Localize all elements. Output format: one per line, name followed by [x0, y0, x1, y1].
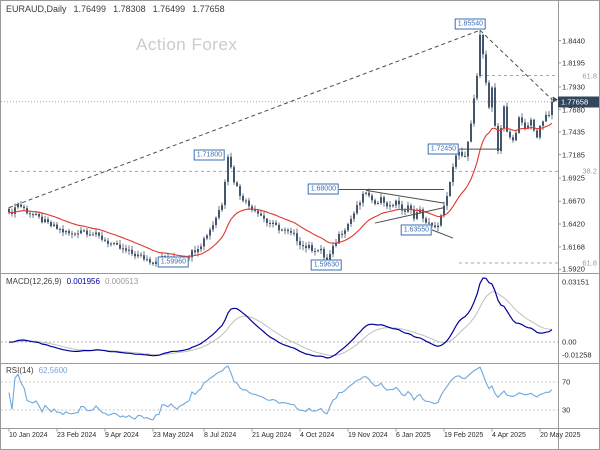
rsi-label: RSI(14) — [6, 366, 34, 375]
descending-trendline — [479, 29, 553, 100]
wedge-lower-line — [374, 207, 445, 224]
date-axis-label: 8 Jul 2024 — [204, 432, 237, 439]
axis-ticks — [8, 40, 561, 432]
fib-level-label: 61.8 — [582, 71, 597, 81]
macd-signal-value: 0.000513 — [104, 277, 139, 286]
date-axis-label: 21 Aug 2024 — [252, 432, 292, 439]
rsi-line — [8, 365, 553, 421]
rsi-axis-label: 70 — [562, 377, 571, 387]
moving-average-line — [8, 122, 553, 257]
macd-indicator-title: MACD(12,26,9) 0.001956 0.000513 — [6, 277, 138, 286]
rsi-levels — [1, 381, 558, 411]
price-level-label: 1.85540 — [454, 18, 486, 30]
date-axis-label: 6 Jan 2025 — [396, 432, 431, 439]
date-axis-label: 23 Feb 2024 — [57, 432, 97, 439]
date-axis-label: 4 Apr 2025 — [492, 432, 526, 439]
price-axis-label: 1.7680 — [562, 105, 585, 115]
quote-close: 1.77658 — [192, 4, 225, 14]
price-level-label: 1.59630 — [310, 259, 342, 271]
quote-open: 1.76499 — [73, 4, 107, 14]
chart-header: EURAUD,Daily 1.76499 1.78308 1.76499 1.77658 — [6, 4, 232, 14]
rsi-axis-label: 30 — [562, 405, 571, 415]
date-axis-label: 20 May 2025 — [540, 432, 581, 439]
price-axis-label: 1.6925 — [562, 173, 585, 183]
fib-level-label: 38.2 — [582, 166, 597, 176]
low-pointer-line — [431, 229, 454, 239]
price-axis-label: 1.7185 — [562, 150, 585, 160]
price-axis-label: 1.6420 — [562, 219, 585, 229]
rsi-indicator-title: RSI(14) 62,5600 — [6, 366, 67, 375]
trendlines — [8, 29, 558, 239]
price-axis-label: 1.6670 — [562, 196, 585, 206]
price-axis-label: 1.8195 — [562, 58, 585, 68]
macd-main-line — [8, 277, 553, 359]
quote-high: 1.78308 — [113, 4, 146, 14]
candles — [8, 30, 553, 267]
fibonacci-lines — [9, 75, 558, 264]
macd-axis-min: -0.01258 — [562, 350, 592, 360]
ascending-trendline — [8, 29, 481, 209]
macd-axis-zero: 0.00 — [562, 337, 577, 347]
symbol-label: EURAUD,Daily — [6, 4, 67, 14]
price-axis-label: 1.7435 — [562, 127, 585, 137]
price-axis-label: 1.6168 — [562, 242, 585, 252]
wedge-upper-line — [365, 189, 445, 204]
macd-axis-max: 0.03151 — [562, 277, 590, 287]
watermark-text: Action Forex — [136, 35, 238, 54]
price-axis-label: 1.8440 — [562, 36, 585, 46]
date-axis-label: 19 Feb 2025 — [444, 432, 484, 439]
macd-label: MACD(12,26,9) — [6, 277, 62, 286]
price-axis-label: 1.5920 — [562, 264, 585, 274]
price-level-label: 1.59960 — [157, 256, 189, 268]
fib-level-label: 61.8 — [582, 258, 597, 268]
macd-signal-line — [9, 291, 553, 357]
price-level-label: 1.68000 — [307, 183, 339, 195]
date-axis-label: 23 May 2024 — [153, 432, 194, 439]
date-axis-label: 4 Oct 2024 — [300, 432, 335, 439]
price-level-label: 1.63550 — [400, 224, 432, 236]
price-level-label: 1.71800 — [193, 149, 225, 161]
date-axis-label: 19 Nov 2024 — [348, 432, 388, 439]
date-axis-label: 10 Jan 2024 — [9, 432, 48, 439]
rsi-value: 62,5600 — [38, 366, 68, 375]
price-level-label: 1.72450 — [427, 143, 459, 155]
quote-low: 1.76499 — [152, 4, 186, 14]
date-axis-label: 9 Apr 2024 — [105, 432, 139, 439]
current-price-tag: 1.77658 — [558, 96, 599, 108]
macd-value: 0.001956 — [66, 277, 100, 286]
trendline-arrowhead — [553, 96, 558, 103]
price-axis-label: 1.7930 — [562, 82, 585, 92]
